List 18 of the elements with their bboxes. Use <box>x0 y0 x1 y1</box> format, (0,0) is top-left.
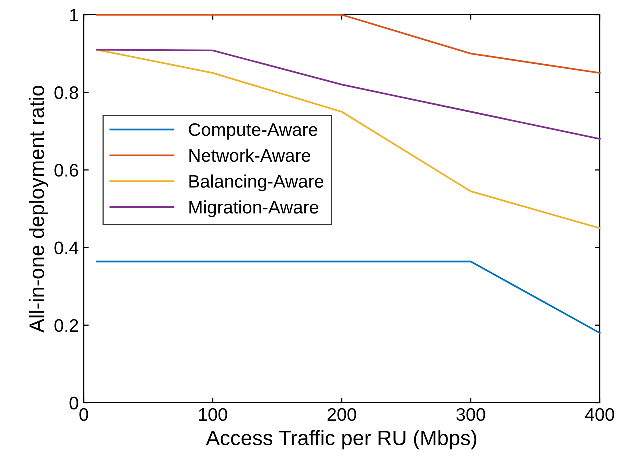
legend-label: Balancing-Aware <box>190 174 324 192</box>
line-series <box>96 49 601 140</box>
x-tick-label: 0 <box>80 408 88 422</box>
y-tick-label: 0.2 <box>54 319 78 332</box>
y-tick-label: 1 <box>70 9 78 22</box>
x-tick-label: 300 <box>456 408 486 422</box>
y-tick-label: 0.4 <box>54 242 79 255</box>
x-axis-title: Access Traffic per RU (Mbps) <box>206 430 477 450</box>
x-tick-label: 100 <box>199 408 228 422</box>
y-tick-label: 0.6 <box>54 164 78 177</box>
legend-label: Compute-Aware <box>189 123 318 140</box>
y-tick-label: 0.8 <box>54 86 78 100</box>
legend-label: Migration-Aware <box>190 200 319 218</box>
y-axis-title: All-in-one deployment ratio <box>29 86 48 333</box>
x-tick-label: 400 <box>585 408 614 422</box>
legend-label: Network-Aware <box>190 148 310 162</box>
x-tick-label: 200 <box>328 408 356 422</box>
y-tick-label: 0 <box>70 396 78 410</box>
